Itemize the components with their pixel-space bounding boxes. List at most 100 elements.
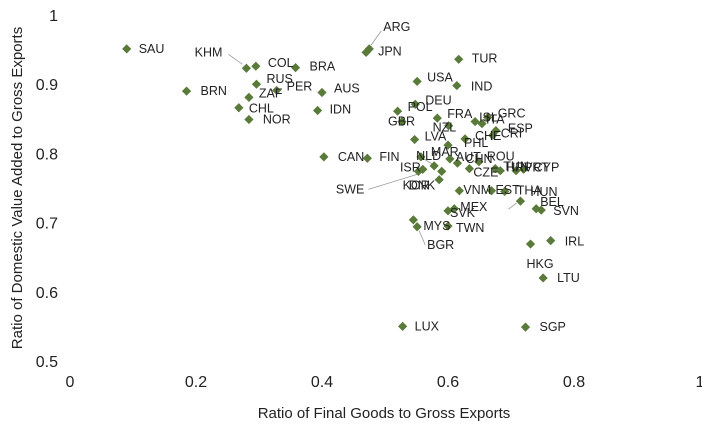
data-label-cyp: CYP bbox=[534, 160, 560, 174]
x-tick-label: 0.8 bbox=[563, 374, 585, 391]
data-marker-cri bbox=[488, 130, 498, 141]
data-marker-lva bbox=[410, 134, 420, 145]
data-label-fin: FIN bbox=[379, 150, 399, 164]
data-marker-prt bbox=[511, 166, 521, 176]
data-marker-idn bbox=[312, 105, 323, 116]
data-marker-est bbox=[486, 186, 497, 196]
data-marker-sau bbox=[122, 44, 132, 54]
data-label-per: PER bbox=[287, 79, 313, 93]
data-marker-hrv bbox=[495, 166, 505, 176]
y-axis-tick-labels: 0.5 0.6 0.7 0.8 0.9 1 bbox=[36, 8, 58, 371]
leader-line-swe bbox=[368, 173, 421, 190]
data-label-nor: NOR bbox=[263, 112, 291, 126]
data-label-cze: CZE bbox=[473, 166, 498, 180]
data-label-aut: AUT bbox=[456, 150, 481, 164]
data-label-hkg: HKG bbox=[527, 257, 554, 271]
data-marker-usa bbox=[412, 76, 422, 87]
data-marker-col bbox=[251, 61, 261, 71]
data-label-nld: NLD bbox=[416, 149, 441, 163]
data-marker-aut bbox=[445, 154, 455, 164]
y-tick-label: 0.8 bbox=[36, 146, 58, 163]
y-tick-label: 0.5 bbox=[36, 354, 58, 371]
data-marker-irl bbox=[546, 235, 556, 246]
x-axis-tick-labels: 0 0.2 0.4 0.6 0.8 1 bbox=[66, 374, 702, 391]
leader-line-nld bbox=[421, 157, 433, 165]
data-label-arg: ARG bbox=[383, 20, 410, 34]
data-label-ita: ITA bbox=[486, 113, 505, 127]
data-label-lva: LVA bbox=[425, 130, 447, 144]
data-marker-cyp bbox=[519, 164, 529, 174]
x-tick-label: 0 bbox=[66, 374, 75, 391]
data-label-chl: CHL bbox=[249, 102, 274, 116]
data-marker-phl bbox=[443, 140, 453, 150]
data-marker-tur bbox=[454, 54, 464, 64]
data-marker-nzl bbox=[444, 121, 454, 131]
data-label-hun: HUN bbox=[530, 185, 557, 199]
data-marker-can bbox=[319, 152, 329, 162]
data-label-che: CHE bbox=[475, 129, 501, 143]
data-marker-rus bbox=[251, 79, 262, 89]
data-marker-isl bbox=[470, 116, 480, 127]
data-marker-grc bbox=[483, 112, 493, 123]
data-marker-sgp bbox=[520, 322, 531, 332]
x-tick-label: 0.4 bbox=[311, 374, 333, 391]
data-label-prt: PRT bbox=[524, 161, 549, 175]
data-label-gbr: GBR bbox=[388, 115, 415, 129]
data-label-isr: ISR bbox=[400, 160, 421, 174]
data-marker-swe bbox=[413, 166, 423, 176]
data-marker-svn bbox=[536, 205, 546, 215]
data-label-tun: TUN bbox=[503, 160, 529, 174]
data-label-pol: POL bbox=[408, 100, 433, 114]
data-label-tha: THA bbox=[517, 183, 543, 197]
leader-line-bgr bbox=[418, 230, 426, 245]
data-marker-per bbox=[272, 85, 282, 96]
data-label-sgp: SGP bbox=[539, 320, 565, 334]
data-marker-tha bbox=[500, 186, 510, 197]
data-label-bgr: BGR bbox=[427, 238, 454, 252]
data-marker-hkg bbox=[525, 239, 536, 249]
data-label-mex: MEX bbox=[460, 200, 488, 214]
data-label-svn: SVN bbox=[553, 204, 579, 218]
data-marker-jpn bbox=[361, 47, 371, 57]
data-label-rou: ROU bbox=[487, 150, 515, 164]
data-marker-kor bbox=[437, 166, 447, 176]
data-label-irl: IRL bbox=[565, 235, 585, 249]
data-marker-fra bbox=[432, 113, 442, 123]
data-label-grc: GRC bbox=[498, 106, 526, 120]
data-marker-ind bbox=[452, 80, 462, 91]
data-marker-rou bbox=[474, 157, 484, 167]
x-tick-label: 1 bbox=[696, 374, 702, 391]
x-tick-label: 0.6 bbox=[437, 374, 459, 391]
data-marker-hun bbox=[515, 196, 526, 206]
data-label-ind: IND bbox=[471, 80, 493, 94]
data-marker-twn bbox=[443, 221, 453, 231]
data-marker-pol bbox=[393, 106, 403, 116]
data-marker-deu bbox=[410, 99, 420, 109]
data-label-brn: BRN bbox=[201, 84, 227, 98]
data-label-khm: KHM bbox=[195, 45, 223, 59]
leader-line-arg bbox=[370, 30, 382, 46]
data-label-mys: MYS bbox=[423, 219, 450, 233]
data-marker-cze bbox=[464, 164, 475, 174]
y-tick-label: 0.9 bbox=[36, 77, 58, 94]
data-marker-vnm bbox=[454, 186, 464, 196]
data-marker-brn bbox=[181, 86, 192, 96]
data-label-jpn: JPN bbox=[378, 44, 402, 58]
data-label-mar: MAR bbox=[431, 145, 459, 159]
data-label-isl: ISL bbox=[479, 111, 498, 125]
data-label-bel: BEL bbox=[540, 195, 564, 209]
data-marker-chl bbox=[234, 103, 244, 113]
data-label-aus: AUS bbox=[334, 82, 360, 96]
data-label-zaf: ZAF bbox=[259, 86, 283, 100]
y-tick-label: 0.6 bbox=[36, 285, 58, 302]
data-markers bbox=[122, 44, 556, 332]
data-marker-bgr bbox=[412, 222, 422, 232]
data-label-swe: SWE bbox=[336, 182, 364, 196]
data-marker-ltu bbox=[538, 273, 548, 283]
data-label-bra: BRA bbox=[310, 60, 336, 74]
data-marker-zaf bbox=[244, 92, 254, 102]
data-label-phl: PHL bbox=[464, 136, 488, 150]
data-marker-bra bbox=[290, 62, 301, 73]
data-label-sau: SAU bbox=[139, 42, 165, 56]
data-marker-nld bbox=[429, 161, 439, 171]
